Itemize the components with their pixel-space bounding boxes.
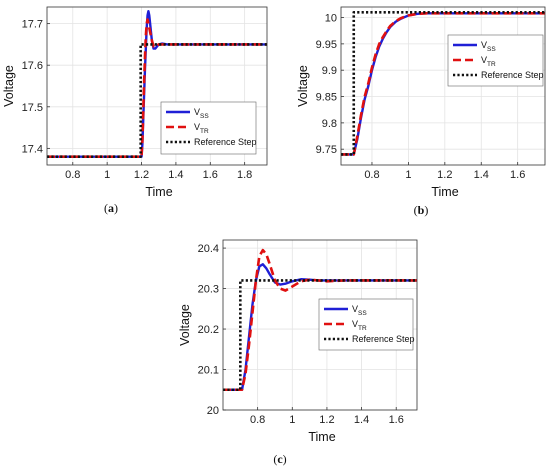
legend-label-main: V (481, 55, 487, 65)
series-line-reference-step (47, 43, 267, 158)
y-axis-label: Voltage (296, 65, 310, 107)
y-tick-label: 9.85 (316, 92, 337, 104)
x-tick-label: 0.8 (65, 169, 80, 181)
legend-label-main: Reference Step (194, 137, 257, 147)
panel-caption-letter: a (108, 201, 114, 215)
y-tick-label: 20.3 (198, 284, 219, 296)
chart-panel-a: 0.8 1 1.2 1.4 1.6 1.8 17.4 17.5 17.6 17.7 Time Volt… (2, 6, 268, 215)
legend-entry: Reference Step (481, 70, 544, 80)
legend-label-main: V (194, 122, 200, 132)
x-tick-label: 1.4 (168, 169, 183, 181)
legend-label-main: V (481, 40, 487, 50)
y-tick-label: 17.6 (22, 60, 43, 72)
panel-caption: (a) (104, 201, 118, 215)
y-tick-label: 20.4 (198, 243, 219, 255)
y-axis-label: Voltage (2, 65, 16, 107)
x-tick-label: 1.6 (510, 169, 525, 181)
axes-frame (340, 6, 546, 166)
chart-panel-c: 0.8 1 1.2 1.4 1.6 20 20.1 20.2 20.3 20.4 Time Volta… (178, 239, 418, 466)
x-tick-label: 1 (104, 169, 110, 181)
y-tick-label: 9.95 (316, 39, 337, 51)
x-tick-label: 1.8 (237, 169, 252, 181)
x-tick-label: 1 (289, 414, 295, 426)
legend-box (318, 298, 414, 351)
legend-label-sub: TR (200, 128, 209, 135)
series-line-tr (341, 12, 545, 156)
x-tick-label: 1 (405, 169, 411, 181)
series-line-reference-step (223, 279, 417, 392)
legend-label-main: Reference Step (481, 70, 544, 80)
legend-entry: VSS (194, 107, 209, 120)
x-tick-label: 1.6 (389, 414, 404, 426)
legend-label-main: Reference Step (352, 334, 415, 344)
legend-box (447, 34, 544, 87)
y-tick-label: 20.1 (198, 365, 219, 377)
y-tick-label: 20.2 (198, 324, 219, 336)
y-tick-label: 17.4 (22, 143, 43, 155)
legend-label-sub: TR (487, 61, 496, 68)
chart-panel-b: 0.8 1 1.2 1.4 1.6 9.75 9.8 9.85 9.9 9.95 10 Time Vol… (296, 6, 546, 217)
legend-entry: VSS (352, 304, 367, 317)
x-axis-label: Time (431, 185, 458, 199)
legend-box (160, 101, 257, 155)
panel-caption: (c) (273, 452, 286, 466)
x-axis-label: Time (308, 430, 335, 444)
legend-entry: VTR (352, 319, 367, 332)
y-tick-label: 20 (207, 405, 219, 417)
legend-entry: VTR (194, 122, 209, 135)
legend-label-main: V (194, 107, 200, 117)
x-tick-label: 1.2 (319, 414, 334, 426)
legend-entry: VSS (481, 40, 496, 53)
legend-entry: Reference Step (352, 334, 415, 344)
panel-caption: (b) (414, 203, 429, 217)
x-tick-label: 0.8 (250, 414, 265, 426)
y-tick-label: 9.9 (322, 65, 337, 77)
x-axis-label: Time (145, 185, 172, 199)
y-axis-label: Voltage (178, 304, 192, 346)
panel-caption-letter: c (277, 452, 283, 466)
x-tick-label: 1.2 (437, 169, 452, 181)
y-tick-label: 17.5 (22, 102, 43, 114)
legend-entry: Reference Step (194, 137, 257, 147)
y-tick-label: 10 (325, 13, 337, 25)
y-tick-label: 9.75 (316, 144, 337, 156)
x-tick-label: 1.4 (354, 414, 369, 426)
panel-caption-letter: b (418, 203, 425, 217)
x-tick-label: 1.2 (134, 169, 149, 181)
x-tick-label: 1.6 (203, 169, 218, 181)
x-tick-label: 0.8 (364, 169, 379, 181)
series-line-reference-step (341, 10, 545, 156)
legend-label-main: V (352, 319, 358, 329)
axes-frame (46, 6, 268, 166)
legend-label-sub: SS (200, 113, 209, 120)
legend-label-main: V (352, 304, 358, 314)
legend-label-sub: TR (358, 325, 367, 332)
y-tick-label: 9.8 (322, 118, 337, 130)
axes-frame (222, 239, 418, 411)
x-tick-label: 1.4 (474, 169, 489, 181)
legend-entry: VTR (481, 55, 496, 68)
legend-label-sub: SS (487, 46, 496, 53)
legend-label-sub: SS (358, 310, 367, 317)
y-tick-label: 17.7 (22, 19, 43, 31)
